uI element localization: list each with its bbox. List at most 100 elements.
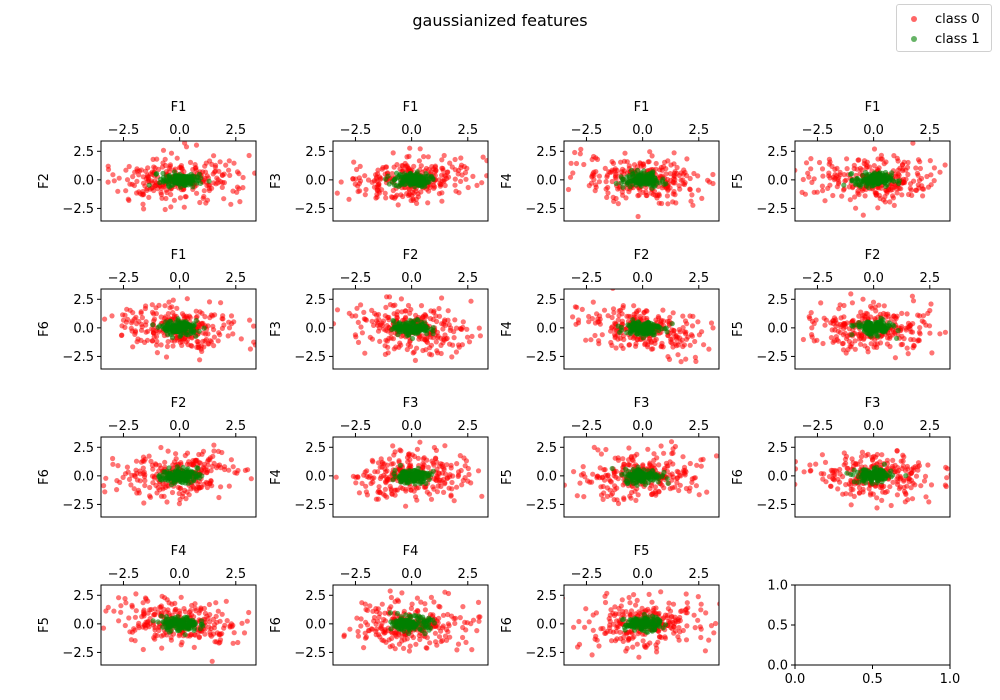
data-point-class-0 [848, 291, 854, 297]
data-point-class-0 [421, 154, 427, 160]
data-point-class-0 [431, 462, 437, 468]
data-point-class-1 [170, 182, 176, 188]
data-point-class-0 [126, 163, 132, 170]
y-tick-label: 0.0 [767, 173, 788, 188]
data-point-class-0 [384, 338, 390, 344]
data-point-class-0 [449, 164, 455, 170]
data-point-class-0 [474, 182, 480, 188]
x-tick-label: 2.5 [457, 123, 478, 138]
data-point-class-0 [192, 162, 198, 168]
data-point-class-0 [680, 343, 686, 350]
data-point-class-0 [197, 357, 203, 363]
data-point-class-0 [913, 187, 919, 193]
data-point-class-0 [123, 319, 129, 325]
data-point-class-0 [484, 158, 488, 164]
data-point-class-0 [441, 489, 447, 495]
data-point-class-0 [154, 156, 160, 162]
data-point-class-0 [807, 315, 813, 321]
data-point-class-0 [572, 149, 578, 156]
data-point-class-0 [795, 459, 798, 465]
x-tick-label: −2.5 [340, 271, 372, 286]
data-point-class-0 [369, 307, 375, 313]
data-point-class-0 [149, 309, 156, 315]
data-point-class-0 [458, 162, 465, 168]
data-point-class-1 [856, 320, 862, 326]
data-point-class-0 [604, 473, 611, 479]
data-point-class-0 [832, 327, 838, 333]
data-point-class-0 [668, 339, 674, 345]
data-point-class-0 [632, 488, 638, 494]
data-point-class-0 [451, 335, 457, 341]
data-point-class-0 [856, 490, 863, 496]
data-point-class-0 [591, 169, 597, 175]
data-point-class-0 [154, 342, 160, 348]
data-point-class-1 [402, 324, 408, 331]
data-point-class-0 [162, 303, 168, 309]
data-point-class-1 [391, 182, 398, 188]
data-point-class-0 [700, 456, 706, 462]
data-point-class-0 [898, 475, 904, 481]
data-point-class-0 [609, 314, 615, 321]
data-point-class-0 [375, 322, 381, 328]
data-point-class-0 [236, 171, 242, 177]
data-point-class-0 [371, 178, 377, 184]
data-point-class-0 [386, 456, 393, 462]
data-point-class-1 [183, 182, 189, 188]
data-point-class-0 [900, 463, 906, 469]
data-point-class-0 [608, 339, 614, 346]
data-point-class-0 [866, 486, 872, 492]
data-point-class-0 [818, 300, 824, 306]
data-point-class-0 [929, 350, 935, 356]
y-tick-label: 0.0 [305, 173, 326, 188]
data-point-class-0 [138, 310, 144, 316]
data-point-class-0 [453, 349, 459, 355]
data-point-class-0 [908, 336, 914, 343]
data-point-class-0 [800, 336, 807, 343]
data-point-class-0 [879, 452, 885, 458]
data-point-class-0 [161, 493, 167, 499]
data-point-class-0 [413, 494, 419, 500]
data-point-class-0 [151, 475, 157, 481]
data-point-class-1 [150, 322, 156, 328]
data-point-class-0 [450, 473, 456, 479]
x-tick-label: 2.5 [688, 419, 709, 434]
data-point-class-0 [823, 479, 829, 485]
data-point-class-0 [111, 178, 117, 184]
data-point-class-0 [597, 316, 603, 322]
data-point-class-1 [167, 470, 173, 476]
data-point-class-0 [647, 462, 653, 469]
data-point-class-0 [383, 304, 389, 310]
data-point-class-0 [858, 335, 864, 341]
data-point-class-0 [889, 187, 895, 193]
data-point-class-0 [599, 332, 605, 338]
y-tick-label: 0.0 [536, 173, 557, 188]
data-point-class-0 [841, 172, 847, 178]
data-point-class-0 [858, 341, 864, 347]
data-point-class-0 [567, 174, 574, 180]
data-point-class-0 [221, 322, 227, 328]
data-point-class-1 [669, 321, 675, 327]
points-group [570, 289, 716, 365]
data-point-class-0 [957, 493, 962, 498]
data-point-class-0 [912, 464, 919, 470]
data-point-class-0 [668, 439, 675, 445]
data-point-class-1 [168, 332, 174, 338]
data-point-class-0 [130, 344, 136, 350]
data-point-class-0 [839, 341, 846, 347]
data-point-class-0 [418, 163, 424, 169]
data-point-class-0 [448, 325, 454, 331]
data-point-class-0 [142, 456, 148, 462]
data-point-class-0 [948, 472, 950, 477]
legend-marker-class-1 [911, 36, 917, 42]
data-point-class-1 [162, 469, 168, 475]
data-point-class-0 [488, 187, 493, 192]
data-point-class-1 [629, 476, 635, 482]
data-point-class-0 [648, 190, 654, 196]
data-point-class-0 [909, 329, 916, 335]
data-point-class-0 [151, 316, 158, 322]
data-point-class-0 [808, 166, 814, 172]
data-point-class-0 [439, 190, 445, 196]
data-point-class-1 [426, 476, 433, 482]
data-point-class-0 [661, 450, 667, 456]
